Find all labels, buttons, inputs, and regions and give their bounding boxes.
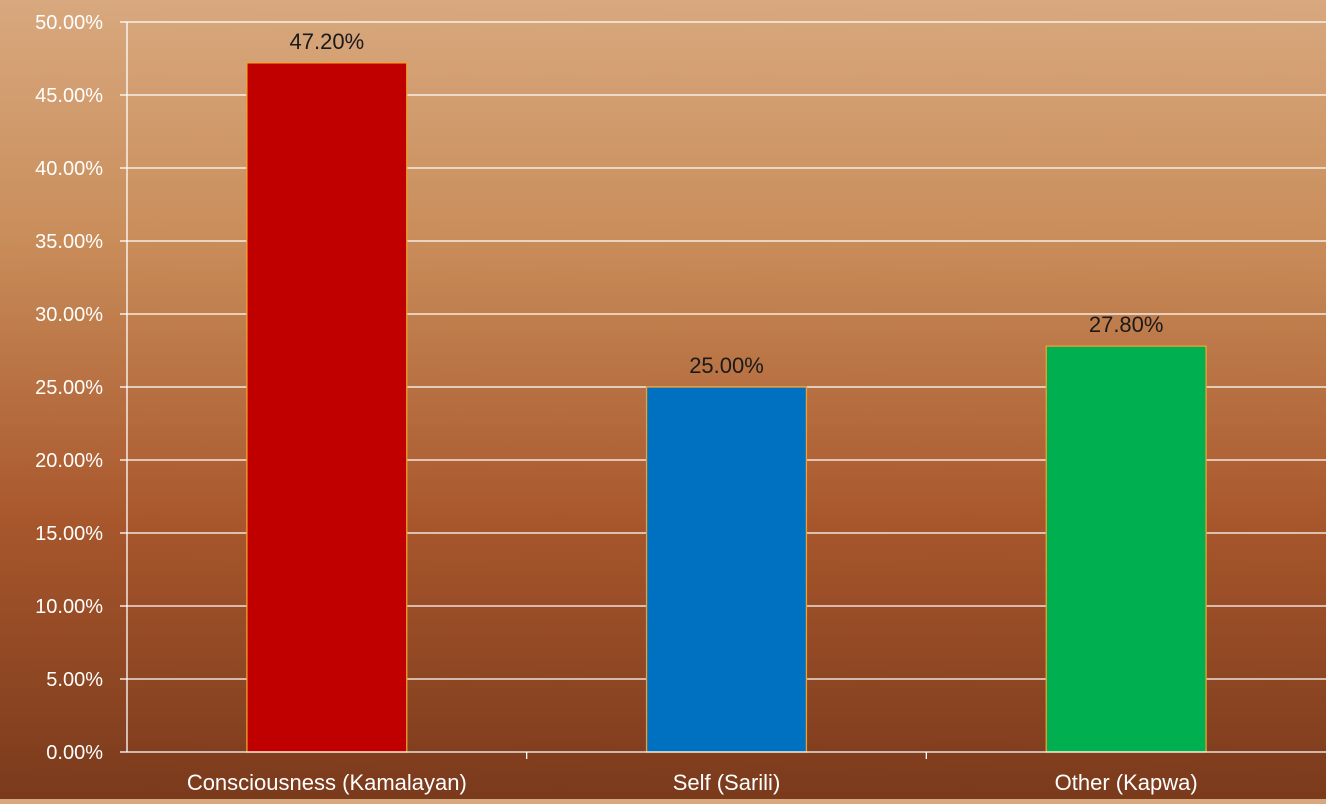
- y-tick-label: 25.00%: [35, 377, 103, 399]
- bar: [645, 386, 808, 753]
- y-tick-label: 0.00%: [46, 742, 103, 764]
- y-tick-label: 15.00%: [35, 523, 103, 545]
- bars: [246, 62, 1207, 753]
- x-tick-label: Other (Kapwa): [1055, 770, 1198, 795]
- axes: [120, 21, 1326, 759]
- labels: 0.00% 5.00% 10.00% 15.00% 20.00% 25.00% 30.00%…: [35, 12, 1198, 795]
- bar: [246, 62, 408, 753]
- x-tick-label: Self (Sarili): [673, 770, 781, 795]
- y-tick-label: 40.00%: [35, 158, 103, 180]
- y-tick-label: 45.00%: [35, 85, 103, 107]
- y-tick-label: 5.00%: [46, 669, 103, 691]
- y-tick-label: 10.00%: [35, 596, 103, 618]
- x-tick-label: Consciousness (Kamalayan): [187, 770, 467, 795]
- y-tick-label: 20.00%: [35, 450, 103, 472]
- data-label: 27.80%: [1089, 312, 1164, 337]
- bar: [1045, 345, 1207, 753]
- data-label: 25.00%: [689, 353, 764, 378]
- y-tick-label: 30.00%: [35, 304, 103, 326]
- data-label: 47.20%: [290, 29, 365, 54]
- y-tick-label: 35.00%: [35, 231, 103, 253]
- y-tick-label: 50.00%: [35, 12, 103, 34]
